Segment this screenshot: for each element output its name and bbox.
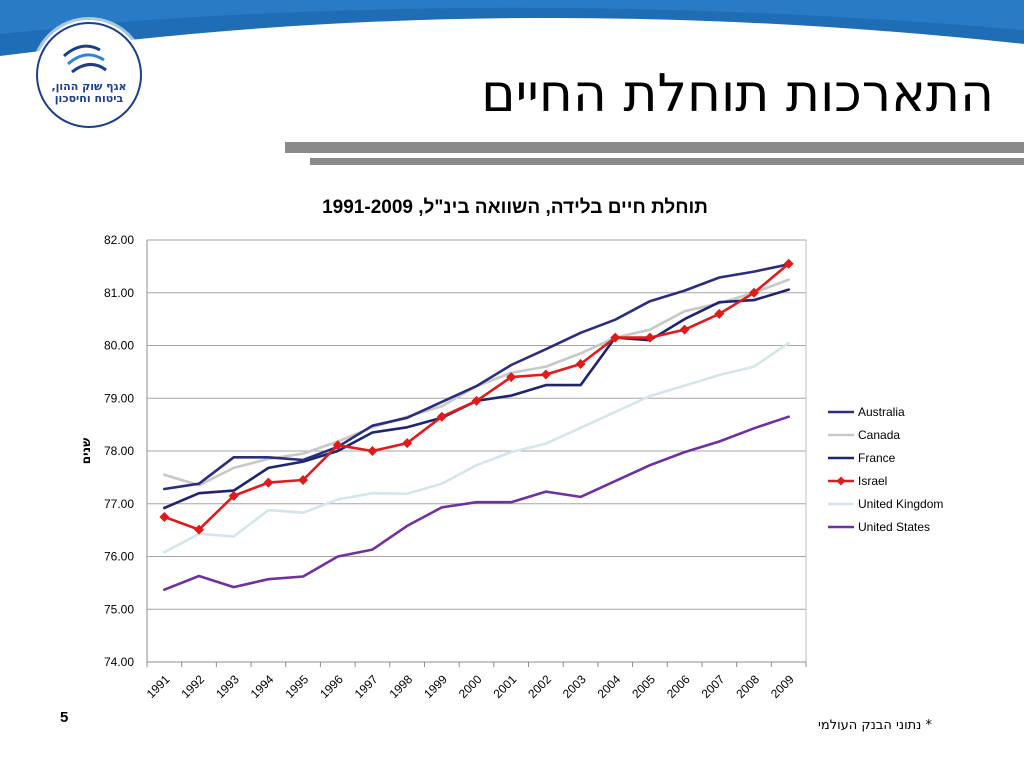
y-tick-label: 78.00 (104, 444, 134, 458)
legend-label: France (858, 451, 896, 465)
data-point-israel (610, 332, 621, 343)
x-tick-label: 1997 (352, 672, 381, 701)
legend-label: United States (858, 520, 930, 534)
x-tick-label: 2004 (595, 672, 624, 701)
x-tick-label: 2003 (560, 672, 589, 701)
y-tick-label: 75.00 (104, 602, 134, 616)
data-point-israel (402, 438, 413, 449)
legend-label: Australia (858, 405, 905, 419)
series-line-united-kingdom (163, 341, 791, 554)
x-tick-label: 2001 (491, 672, 520, 701)
legend-label: United Kingdom (858, 497, 943, 511)
y-tick-label: 74.00 (104, 655, 134, 669)
x-tick-label: 2009 (768, 672, 797, 701)
footnote: * נתוני הבנק העולמי (817, 718, 932, 733)
data-point-israel (679, 324, 690, 335)
y-tick-label: 81.00 (104, 286, 134, 300)
header-arc (0, 0, 1024, 56)
x-tick-label: 1998 (386, 672, 415, 701)
y-tick-label: 77.00 (104, 497, 134, 511)
title-underline-bar (285, 142, 1024, 153)
data-point-israel (298, 475, 309, 486)
ministry-logo: אגף שוק ההון, ביטוח וחיסכון (34, 20, 144, 130)
data-point-israel (575, 358, 586, 369)
x-tick-label: 1992 (178, 672, 207, 701)
data-point-israel (714, 308, 725, 319)
x-tick-label: 2005 (629, 672, 658, 701)
x-tick-label: 1994 (248, 672, 277, 701)
x-tick-label: 1996 (317, 672, 346, 701)
x-tick-label: 2000 (456, 672, 485, 701)
x-tick-label: 2002 (525, 672, 554, 701)
legend-label: Canada (858, 428, 900, 442)
x-tick-label: 2008 (733, 672, 762, 701)
logo-text-line1: אגף שוק ההון, (51, 80, 127, 93)
y-tick-label: 76.00 (104, 550, 134, 564)
x-tick-label: 1999 (421, 672, 450, 701)
data-point-israel (194, 524, 205, 535)
data-point-israel (367, 446, 378, 456)
data-point-israel (748, 287, 759, 298)
data-point-israel (506, 372, 517, 383)
y-tick-label: 82.00 (104, 233, 134, 247)
x-tick-label: 1991 (144, 672, 173, 701)
data-point-israel (332, 440, 343, 451)
series-line-united-states (163, 415, 791, 592)
legend-marker (836, 476, 846, 486)
slide-title: התארכות תוחלת החיים (481, 64, 994, 124)
data-point-israel (228, 490, 239, 501)
logo-text-line2: ביטוח וחיסכון (54, 92, 124, 105)
x-tick-label: 2006 (664, 672, 693, 701)
x-tick-label: 1995 (282, 672, 311, 701)
series-line-australia (163, 262, 791, 491)
logo-wave-icon (36, 22, 142, 128)
legend-label: Israel (858, 474, 887, 488)
data-point-israel (263, 477, 274, 488)
data-point-israel (540, 369, 551, 380)
x-tick-label: 1993 (213, 672, 242, 701)
x-tick-label: 2007 (699, 672, 728, 701)
slide-number: 5 (60, 709, 69, 726)
y-axis-label: שנים (79, 438, 93, 464)
data-point-israel (436, 411, 447, 422)
data-point-israel (471, 395, 482, 406)
y-tick-label: 80.00 (104, 339, 134, 353)
title-underline-bar-secondary (310, 158, 1024, 165)
chart-title: תוחלת חיים בלידה, השוואה בינ"ל, 1991-200… (322, 197, 708, 218)
data-point-israel (783, 258, 794, 269)
y-tick-label: 79.00 (104, 391, 134, 405)
data-point-israel (159, 511, 170, 522)
data-point-israel (644, 332, 655, 343)
